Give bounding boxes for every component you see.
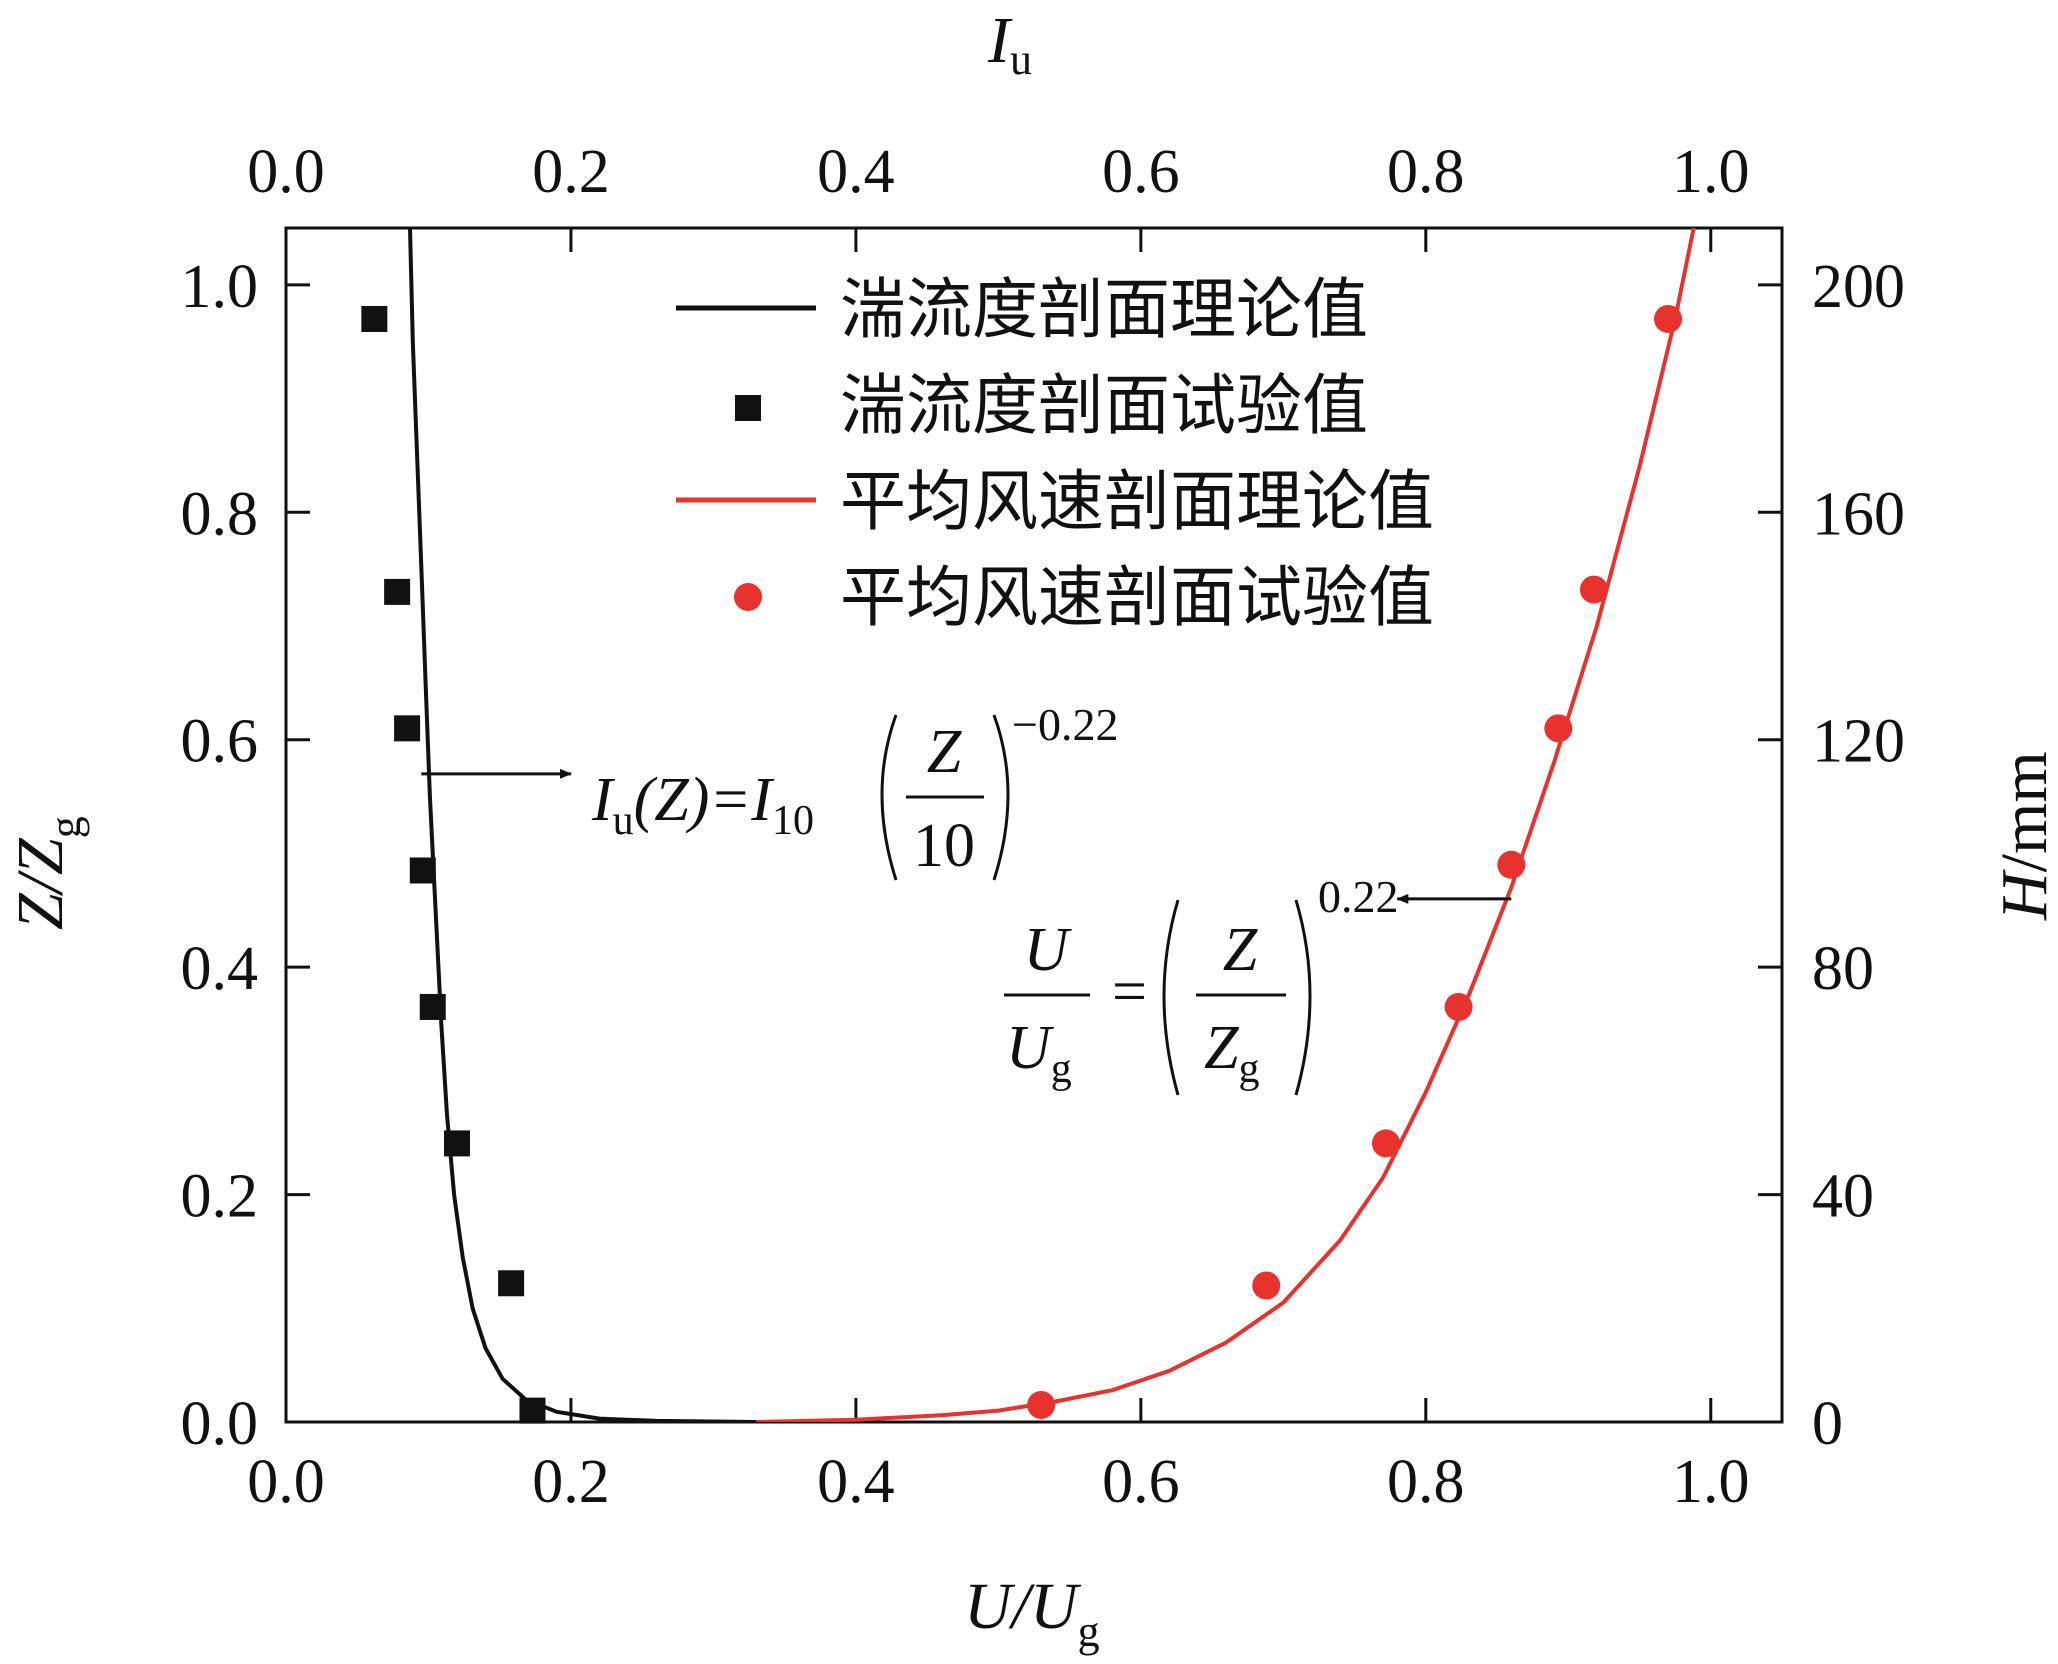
data-point-circle (1027, 1390, 1056, 1419)
eq-turb-left-paren (880, 714, 898, 881)
top-axis-tick-label: 0.6 (1102, 138, 1180, 206)
bottom-axis-title-sub: g (1078, 1607, 1100, 1656)
top-axis-tick-label: 1.0 (1672, 138, 1750, 206)
eq-turb-right-paren (992, 714, 1010, 881)
eq-wind-num: U (1024, 916, 1073, 984)
series-line (408, 228, 757, 1422)
legend-label-turbulence-theory: 湍流度剖面理论值 (840, 271, 1368, 348)
eq-turb-rhs-I: I (750, 766, 775, 834)
bottom-axis-tick-label: 0.2 (532, 1448, 610, 1516)
data-point-square (498, 1270, 525, 1297)
eq-turb-exponent: −0.22 (1012, 699, 1118, 750)
eq-turb-lhs-rest: (Z)= (634, 766, 752, 834)
axis-ticks (284, 228, 1782, 1424)
eq-wind-frac-num: Z (1223, 916, 1258, 984)
bottom-axis-title-main: U/U (964, 1570, 1082, 1643)
eq-turb-lhs-I: I (591, 766, 616, 834)
plot-frame (284, 226, 1784, 1424)
legend-label-wind-test: 平均风速剖面试验值 (840, 559, 1434, 636)
left-axis-tick-label: 0.2 (181, 1163, 259, 1231)
eq-turb-frac-num: Z (927, 718, 962, 786)
left-axis-title-sub: g (41, 816, 90, 838)
eq-wind-den: Ug (1006, 1014, 1072, 1092)
data-point-circle (1579, 575, 1608, 604)
bottom-axis-title: U/Ug (964, 1570, 1100, 1656)
left-axis-tick-label: 0.8 (181, 480, 259, 548)
eq-wind-left-paren (1162, 899, 1180, 1096)
wind-equation: U Ug = Z Zg 0.22 (1004, 871, 1399, 1096)
bottom-axis-tick-label: 0.0 (247, 1448, 325, 1516)
data-point-circle (1654, 304, 1683, 333)
top-axis-title-sub: u (1010, 35, 1032, 84)
eq-wind-frac-den-sub: g (1238, 1046, 1259, 1092)
top-axis-title: Iu (987, 4, 1032, 84)
data-points (361, 304, 1683, 1424)
turbulence-equation: Iu(Z)=I10 Z 10 −0.22 (591, 699, 1118, 881)
right-axis-title: H/mm (1988, 751, 2058, 921)
left-axis-tick-label: 0.4 (181, 935, 259, 1003)
annotations (421, 768, 1512, 904)
data-point-circle (1497, 850, 1526, 879)
legend-label-turbulence-test: 湍流度剖面试验值 (840, 367, 1368, 444)
data-point-circle (1444, 992, 1473, 1021)
data-point-square (361, 305, 388, 332)
eq-turb-frac-den: 10 (913, 812, 975, 880)
data-point-square (384, 578, 411, 605)
right-axis-tick-label: 200 (1812, 253, 1905, 321)
svg-text:Iu(Z)=I10: Iu(Z)=I10 (591, 766, 814, 844)
legend-marker-wind-test (734, 583, 762, 611)
eq-turb-lhs-sub: u (613, 798, 634, 844)
left-axis-title: Z/Zg (4, 816, 90, 930)
data-point-square (409, 857, 436, 884)
eq-wind-exponent: 0.22 (1318, 871, 1399, 922)
eq-wind-frac-den: Zg (1204, 1014, 1259, 1092)
data-point-circle (1544, 714, 1573, 743)
right-axis-title-suffix: /mm (1988, 751, 2058, 872)
top-axis-tick-label: 0.4 (817, 138, 895, 206)
right-axis-tick-label: 120 (1812, 708, 1905, 776)
left-axis-tick-label: 0.6 (181, 708, 259, 776)
top-axis-tick-label: 0.0 (247, 138, 325, 206)
legend: 湍流度剖面理论值 湍流度剖面试验值 平均风速剖面理论值 平均风速剖面试验值 (676, 271, 1434, 636)
eq-turb-rhs-sub: 10 (772, 798, 814, 844)
top-axis-tick-label: 0.2 (532, 138, 610, 206)
right-axis-tick-label: 80 (1812, 935, 1874, 1003)
legend-marker-turbulence-test (735, 395, 761, 421)
bottom-axis-tick-label: 0.4 (817, 1448, 895, 1516)
tick-labels: 0.0 0.2 0.4 0.6 0.8 1.0 0.0 0.2 0.4 0.6 0.8 1.0 0.0 0… (181, 138, 1906, 1516)
data-point-square (419, 993, 446, 1020)
data-point-circle (1371, 1129, 1400, 1158)
data-point-square (443, 1130, 470, 1157)
top-axis-tick-label: 0.8 (1387, 138, 1465, 206)
left-axis-tick-label: 0.0 (181, 1390, 259, 1458)
series-line (756, 228, 1696, 1422)
eq-wind-den-main: U (1006, 1014, 1055, 1082)
eq-wind-right-paren (1294, 899, 1312, 1096)
plot-border (284, 226, 1784, 1424)
top-axis-title-main: I (987, 4, 1013, 77)
bottom-axis-tick-label: 1.0 (1672, 1448, 1750, 1516)
right-axis-tick-label: 40 (1812, 1163, 1874, 1231)
curves (408, 228, 1696, 1422)
data-point-square (394, 715, 421, 742)
data-point-circle (1252, 1271, 1281, 1300)
bottom-axis-tick-label: 0.6 (1102, 1448, 1180, 1516)
data-point-square (519, 1397, 546, 1424)
legend-label-wind-theory: 平均风速剖面理论值 (840, 463, 1434, 540)
right-axis-tick-label: 0 (1812, 1390, 1843, 1458)
right-axis-tick-label: 160 (1812, 480, 1905, 548)
eq-wind-den-sub: g (1051, 1046, 1072, 1092)
right-axis-title-main: H (1988, 869, 2058, 921)
eq-wind-equals: = (1112, 958, 1147, 1026)
bottom-axis-tick-label: 0.8 (1387, 1448, 1465, 1516)
left-axis-title-main: Z/Z (4, 837, 77, 930)
left-axis-tick-label: 1.0 (181, 253, 259, 321)
eq-wind-frac-den-main: Z (1204, 1014, 1239, 1082)
